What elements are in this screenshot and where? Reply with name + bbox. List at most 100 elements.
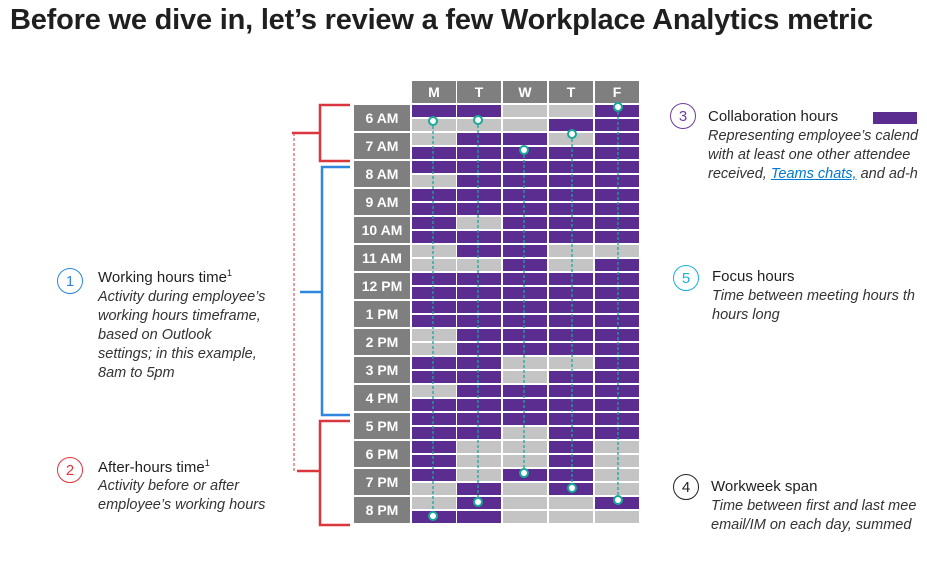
free-slot <box>412 329 456 341</box>
working-hours-desc: Activity during employee’s working hours… <box>98 289 266 381</box>
time-label: 12 PM <box>354 273 410 299</box>
busy-slot <box>457 399 501 411</box>
busy-slot <box>595 119 639 131</box>
busy-slot <box>457 427 501 439</box>
time-label: 8 PM <box>354 497 410 523</box>
busy-slot <box>412 413 456 425</box>
free-slot <box>503 105 547 117</box>
busy-slot <box>457 371 501 383</box>
free-slot <box>549 357 593 369</box>
after-hours-desc: Activity before or after employee’s work… <box>98 478 266 513</box>
span-marker <box>613 495 623 505</box>
busy-slot <box>503 301 547 313</box>
badge-workweek-span: 4 <box>673 474 699 500</box>
busy-slot <box>457 273 501 285</box>
busy-slot <box>595 133 639 145</box>
free-slot <box>503 427 547 439</box>
busy-slot <box>549 301 593 313</box>
busy-slot <box>412 231 456 243</box>
busy-slot <box>595 203 639 215</box>
busy-slot <box>457 203 501 215</box>
time-label: 3 PM <box>354 357 410 383</box>
busy-slot <box>412 161 456 173</box>
busy-slot <box>549 399 593 411</box>
busy-slot <box>549 189 593 201</box>
page-title: Before we dive in, let’s review a few Wo… <box>10 4 873 36</box>
busy-slot <box>503 161 547 173</box>
focus-hours-desc: Time between meeting hours th hours long <box>712 288 915 323</box>
time-label: 11 AM <box>354 245 410 271</box>
busy-slot <box>503 329 547 341</box>
time-label: 7 PM <box>354 469 410 495</box>
free-slot <box>595 245 639 257</box>
busy-slot <box>549 287 593 299</box>
time-label: 2 PM <box>354 329 410 355</box>
busy-slot <box>549 385 593 397</box>
busy-slot <box>457 329 501 341</box>
time-label: 1 PM <box>354 301 410 327</box>
time-label: 4 PM <box>354 385 410 411</box>
busy-slot <box>549 371 593 383</box>
busy-slot <box>457 245 501 257</box>
busy-slot <box>503 231 547 243</box>
busy-slot <box>412 315 456 327</box>
teams-chats-link[interactable]: Teams chats, <box>770 166 857 182</box>
free-slot <box>595 455 639 467</box>
free-slot <box>595 469 639 481</box>
busy-slot <box>549 315 593 327</box>
busy-slot <box>549 147 593 159</box>
busy-slot <box>457 483 501 495</box>
free-slot <box>503 371 547 383</box>
busy-slot <box>503 245 547 257</box>
working-hours-title: Working hours time1 <box>98 268 232 286</box>
busy-slot <box>412 273 456 285</box>
busy-slot <box>595 371 639 383</box>
busy-slot <box>503 133 547 145</box>
busy-slot <box>503 217 547 229</box>
busy-slot <box>549 469 593 481</box>
span-marker <box>519 145 529 155</box>
after-hours-bracket-morning <box>292 103 350 163</box>
free-slot <box>412 385 456 397</box>
span-marker <box>473 497 483 507</box>
time-label: 9 AM <box>354 189 410 215</box>
day-header: T <box>549 81 593 103</box>
span-marker <box>428 116 438 126</box>
free-slot <box>457 441 501 453</box>
busy-slot <box>549 231 593 243</box>
busy-slot <box>457 413 501 425</box>
busy-slot <box>595 287 639 299</box>
collaboration-hours-desc: Representing employee’s calend with at l… <box>708 128 919 182</box>
busy-slot <box>503 189 547 201</box>
busy-slot <box>457 315 501 327</box>
busy-slot <box>549 217 593 229</box>
free-slot <box>549 133 593 145</box>
busy-slot <box>549 119 593 131</box>
busy-slot <box>595 217 639 229</box>
busy-slot <box>595 273 639 285</box>
time-label: 6 PM <box>354 441 410 467</box>
busy-slot <box>412 217 456 229</box>
free-slot <box>595 441 639 453</box>
time-label: 7 AM <box>354 133 410 159</box>
span-marker <box>567 483 577 493</box>
collaboration-hours-title: Collaboration hours <box>708 108 839 125</box>
busy-slot <box>595 301 639 313</box>
busy-slot <box>412 399 456 411</box>
free-slot <box>549 497 593 509</box>
free-slot <box>503 497 547 509</box>
time-label: 10 AM <box>354 217 410 243</box>
free-slot <box>412 175 456 187</box>
busy-slot <box>412 371 456 383</box>
busy-slot <box>595 427 639 439</box>
free-slot <box>412 259 456 271</box>
busy-slot <box>457 511 501 523</box>
busy-slot <box>595 161 639 173</box>
busy-slot <box>412 147 456 159</box>
busy-slot <box>503 203 547 215</box>
busy-slot <box>595 413 639 425</box>
workweek-span-title: Workweek span <box>711 478 818 495</box>
day-header: T <box>457 81 501 103</box>
free-slot <box>503 511 547 523</box>
free-slot <box>503 119 547 131</box>
